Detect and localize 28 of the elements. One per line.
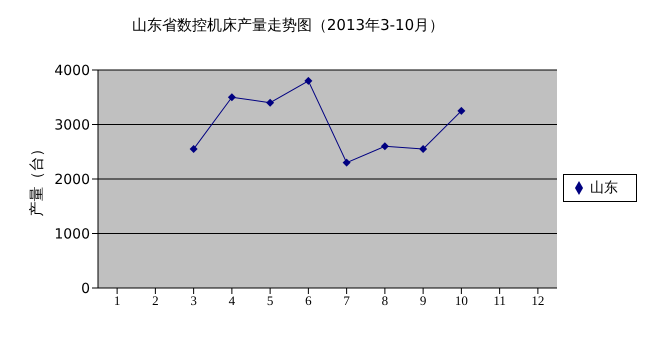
point	[304, 76, 312, 85]
y-tick-label: 2000	[54, 172, 90, 188]
point	[228, 93, 236, 102]
y-tick-label: 1000	[54, 226, 90, 242]
x-tick-label: 10	[454, 293, 468, 308]
chart-title: 山东省数控机床产量走势图（2013年3-10月）	[130, 16, 446, 35]
point	[190, 145, 198, 154]
point	[266, 98, 274, 107]
x-tick-label: 9	[420, 293, 426, 308]
x-tick-label: 5	[266, 293, 274, 308]
point	[380, 142, 389, 150]
y-tick-label: 0	[81, 280, 90, 297]
x-tick-label: 7	[343, 293, 350, 308]
legend-label: 山东	[590, 180, 618, 196]
x-tick-label: 6	[305, 293, 312, 308]
x-tick-label: 4	[228, 293, 236, 308]
x-tick-label: 2	[152, 293, 159, 308]
x-tick-label: 1	[114, 293, 120, 308]
y-tick-label: 3000	[54, 117, 90, 134]
x-tick-label: 11	[493, 293, 506, 308]
x-tick-label: 8	[382, 293, 388, 308]
point	[342, 158, 351, 167]
x-tick-label: 3	[190, 293, 197, 308]
y-axis-title: 产量（台）	[27, 142, 46, 216]
y-tick-label: 4000	[54, 62, 90, 79]
point	[457, 106, 466, 115]
x-tick-label: 12	[531, 293, 544, 308]
point	[419, 145, 428, 154]
